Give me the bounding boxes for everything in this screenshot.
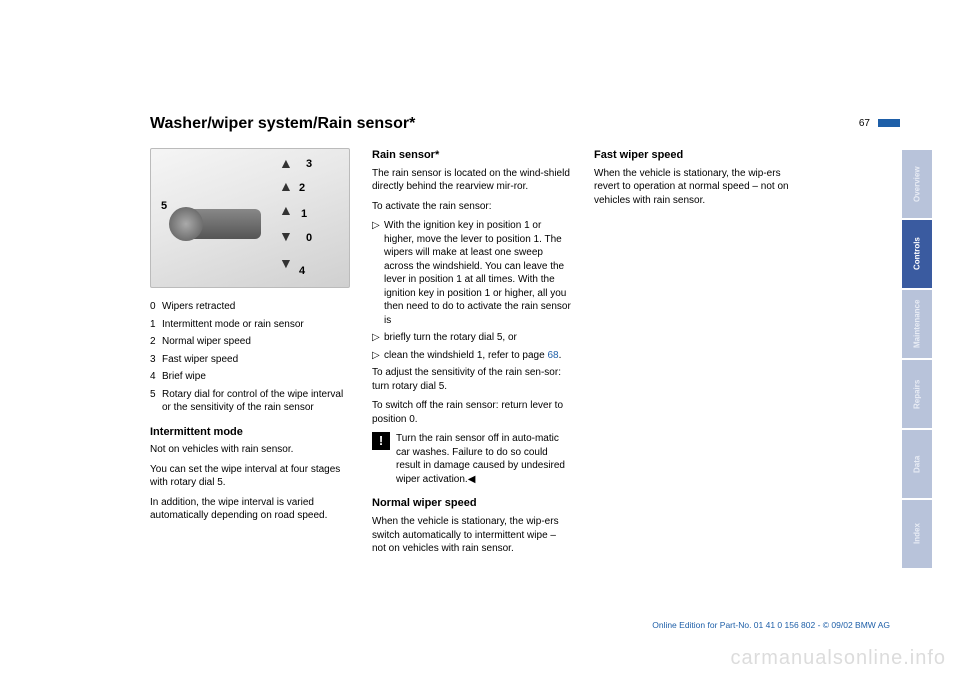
body-text: Not on vehicles with rain sensor. <box>150 443 350 457</box>
manual-page: Washer/wiper system/Rain sensor* 67 ▲ ▲ … <box>0 0 960 678</box>
callout-1: 1 <box>301 207 307 222</box>
callout-5: 5 <box>161 199 167 214</box>
bullet-item: ▷With the ignition key in position 1 or … <box>372 219 572 327</box>
page-number: 67 <box>859 118 870 129</box>
legend-text: Brief wipe <box>162 370 206 384</box>
arrow-down-icon: ▼ <box>279 227 293 246</box>
body-text: When the vehicle is stationary, the wip-… <box>594 167 794 208</box>
rotary-dial-shape <box>169 207 203 241</box>
body-text: When the vehicle is stationary, the wip-… <box>372 515 572 556</box>
legend-text: Fast wiper speed <box>162 353 238 367</box>
bullet-text: clean the windshield 1, refer to page 68… <box>384 349 561 363</box>
end-mark-icon: ◀ <box>468 474 476 485</box>
body-text: You can set the wipe interval at four st… <box>150 463 350 490</box>
legend-text: Wipers retracted <box>162 300 235 314</box>
tab-controls[interactable]: Controls <box>902 220 932 288</box>
warning-icon: ! <box>372 432 390 450</box>
legend-item: 3Fast wiper speed <box>150 353 350 367</box>
body-text: To activate the rain sensor: <box>372 200 572 214</box>
tab-index[interactable]: Index <box>902 500 932 568</box>
bullet-item: ▷clean the windshield 1, refer to page 6… <box>372 349 572 363</box>
legend-text: Normal wiper speed <box>162 335 251 349</box>
legend-text: Intermittent mode or rain sensor <box>162 318 304 332</box>
legend-item: 2Normal wiper speed <box>150 335 350 349</box>
legend-item: 1Intermittent mode or rain sensor <box>150 318 350 332</box>
legend-num: 0 <box>150 300 162 314</box>
callout-2: 2 <box>299 181 305 196</box>
legend-item: 5Rotary dial for control of the wipe int… <box>150 388 350 415</box>
footer-text: Online Edition for Part-No. 01 41 0 156 … <box>652 620 890 630</box>
normal-speed-heading: Normal wiper speed <box>372 496 572 511</box>
warning-text: Turn the rain sensor off in auto-matic c… <box>396 432 572 486</box>
triangle-bullet-icon: ▷ <box>372 219 384 327</box>
column-1: ▲ ▲ ▲ ▼ ▼ 5 3 2 1 0 4 0Wipers retracted … <box>150 148 350 562</box>
warning-block: ! Turn the rain sensor off in auto-matic… <box>372 432 572 486</box>
tab-maintenance[interactable]: Maintenance <box>902 290 932 358</box>
legend-num: 4 <box>150 370 162 384</box>
bullet-text-part: clean the windshield 1, refer to page <box>384 350 547 361</box>
body-text: The rain sensor is located on the wind-s… <box>372 167 572 194</box>
arrow-down-icon: ▼ <box>279 254 293 273</box>
body-text: To adjust the sensitivity of the rain se… <box>372 366 572 393</box>
arrow-up-icon: ▲ <box>279 154 293 173</box>
bullet-text: With the ignition key in position 1 or h… <box>384 219 572 327</box>
intermittent-heading: Intermittent mode <box>150 425 350 440</box>
content-columns: ▲ ▲ ▲ ▼ ▼ 5 3 2 1 0 4 0Wipers retracted … <box>150 148 900 562</box>
page-number-bar <box>878 119 900 127</box>
tab-overview[interactable]: Overview <box>902 150 932 218</box>
column-2: Rain sensor* The rain sensor is located … <box>372 148 572 562</box>
callout-4: 4 <box>299 264 305 279</box>
legend-num: 1 <box>150 318 162 332</box>
watermark: carmanualsonline.info <box>730 647 946 670</box>
wiper-stalk-illustration: ▲ ▲ ▲ ▼ ▼ 5 3 2 1 0 4 <box>150 148 350 288</box>
column-3: Fast wiper speed When the vehicle is sta… <box>594 148 794 562</box>
bullet-text: briefly turn the rotary dial 5, or <box>384 331 517 345</box>
triangle-bullet-icon: ▷ <box>372 349 384 363</box>
legend-text: Rotary dial for control of the wipe inte… <box>162 388 350 415</box>
legend-item: 0Wipers retracted <box>150 300 350 314</box>
page-title: Washer/wiper system/Rain sensor* <box>150 115 900 133</box>
bullet-text-part: . <box>559 350 562 361</box>
fast-speed-heading: Fast wiper speed <box>594 148 794 163</box>
legend-item: 4Brief wipe <box>150 370 350 384</box>
arrow-up-icon: ▲ <box>279 201 293 220</box>
body-text: In addition, the wipe interval is varied… <box>150 496 350 523</box>
section-tabs: Overview Controls Maintenance Repairs Da… <box>902 150 932 570</box>
tab-repairs[interactable]: Repairs <box>902 360 932 428</box>
legend-num: 5 <box>150 388 162 415</box>
callout-3: 3 <box>306 157 312 172</box>
legend-num: 3 <box>150 353 162 367</box>
rain-sensor-heading: Rain sensor* <box>372 148 572 163</box>
warning-body: Turn the rain sensor off in auto-matic c… <box>396 433 565 485</box>
tab-data[interactable]: Data <box>902 430 932 498</box>
bullet-item: ▷briefly turn the rotary dial 5, or <box>372 331 572 345</box>
legend-num: 2 <box>150 335 162 349</box>
triangle-bullet-icon: ▷ <box>372 331 384 345</box>
arrow-up-icon: ▲ <box>279 177 293 196</box>
page-link[interactable]: 68 <box>547 350 558 361</box>
body-text: To switch off the rain sensor: return le… <box>372 399 572 426</box>
callout-0: 0 <box>306 231 312 246</box>
